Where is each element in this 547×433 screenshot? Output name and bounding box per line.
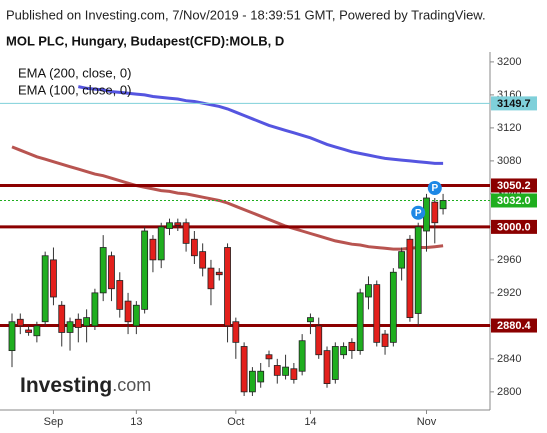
level-label-bg <box>491 318 537 333</box>
candle-body <box>16 318 24 327</box>
candle-body <box>282 366 289 376</box>
y-tick-label: 2960 <box>497 254 521 266</box>
candle-body <box>190 238 198 257</box>
candle-body <box>290 368 298 380</box>
candle-body <box>273 365 281 376</box>
candle-body <box>141 230 149 310</box>
candle-body <box>74 318 82 328</box>
candle-body <box>398 251 406 269</box>
candle-body <box>166 222 173 229</box>
legend-entry: EMA (100, close, 0) <box>18 82 131 97</box>
level-label: 3032.0 <box>497 195 531 207</box>
candle-body <box>315 325 323 356</box>
candle-body <box>108 255 115 290</box>
x-tick-label: 13 <box>130 416 142 428</box>
candle-body <box>132 304 140 327</box>
candle-body <box>199 251 207 269</box>
candle-body <box>331 346 339 380</box>
y-tick-label: 3200 <box>497 56 521 68</box>
candle-body <box>307 317 314 323</box>
candle-body <box>224 247 231 327</box>
ema-line <box>77 85 444 165</box>
level-label: 3050.2 <box>497 180 531 192</box>
candle-body <box>356 292 364 352</box>
x-tick-label: 14 <box>304 416 316 428</box>
candle-body <box>340 346 348 356</box>
candle-body <box>41 255 49 323</box>
level-label-bg <box>491 219 537 234</box>
candle-body <box>240 346 248 393</box>
level-label-bg <box>491 193 537 208</box>
ema-line <box>11 145 444 251</box>
candle-body <box>182 222 190 244</box>
candle-body <box>8 321 16 352</box>
y-tick-label: 2800 <box>497 386 521 398</box>
candle-body <box>257 370 265 383</box>
candle-body <box>373 284 381 343</box>
candle-body <box>298 340 306 372</box>
level-label-bg <box>491 96 537 111</box>
logo-bg <box>10 370 150 402</box>
level-label: 2880.4 <box>497 320 532 332</box>
candle-body <box>66 321 74 333</box>
candle-body <box>116 280 124 310</box>
candle-body <box>50 259 57 298</box>
flag <box>427 181 442 196</box>
candle-body <box>323 350 331 385</box>
candle-body <box>265 354 273 360</box>
candle-body <box>157 226 165 261</box>
y-tick-label: 3120 <box>497 122 521 134</box>
logo: Investing.com <box>20 374 151 397</box>
y-tick-label: 3080 <box>497 155 521 167</box>
candle-body <box>348 341 356 352</box>
candle-body <box>174 222 182 226</box>
candle-body <box>406 238 414 319</box>
candle-body <box>439 200 447 210</box>
y-tick-label: 2840 <box>497 353 521 365</box>
x-tick-label: Sep <box>44 416 64 428</box>
candle-body <box>149 238 157 261</box>
candle-body <box>232 321 240 343</box>
y-tick-label: 2920 <box>497 287 521 299</box>
candle-body <box>91 292 99 327</box>
candle-body <box>365 284 372 298</box>
candle-body <box>99 247 107 294</box>
x-tick-label: Nov <box>417 416 437 428</box>
candle-body <box>249 370 256 393</box>
level-label-bg <box>491 178 537 193</box>
flag-label: P <box>431 183 438 194</box>
flag-label: P <box>415 208 422 219</box>
x-tick-label: Oct <box>227 416 244 428</box>
candle-body <box>414 226 422 314</box>
candle-body <box>25 329 32 333</box>
flag <box>411 205 426 220</box>
candle-body <box>83 317 91 327</box>
logo-suffix: .com <box>112 375 151 395</box>
chart-title: MOL PLC, Hungary, Budapest(CFD):MOLB, D <box>6 33 284 48</box>
candle-body <box>431 201 439 224</box>
candle-body <box>207 267 215 290</box>
candle-body <box>124 300 132 323</box>
candle-body <box>33 325 41 337</box>
candle-body <box>389 271 397 343</box>
legend-entry: EMA (200, close, 0) <box>18 65 131 80</box>
candle-body <box>381 333 389 347</box>
candle-body <box>58 304 66 333</box>
published-note: Published on Investing.com, 7/Nov/2019 -… <box>6 7 486 22</box>
level-label: 3149.7 <box>497 98 531 110</box>
level-label: 3000.0 <box>497 221 531 233</box>
candle-body <box>215 271 223 276</box>
logo-name: Investing <box>20 374 112 397</box>
